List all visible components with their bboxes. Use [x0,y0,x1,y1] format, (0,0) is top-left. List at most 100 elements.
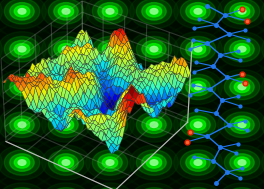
Circle shape [62,9,70,14]
Circle shape [86,107,134,142]
Circle shape [206,0,264,37]
Circle shape [136,0,172,24]
Circle shape [180,188,216,189]
Circle shape [224,36,260,62]
Circle shape [4,36,40,62]
Circle shape [106,9,114,14]
Circle shape [150,160,158,165]
Circle shape [14,6,30,17]
Circle shape [102,81,118,92]
Circle shape [0,99,58,150]
Circle shape [42,0,90,29]
Circle shape [58,81,74,92]
Circle shape [31,24,101,74]
Circle shape [146,6,162,17]
Circle shape [31,137,101,188]
Circle shape [142,78,166,96]
Circle shape [31,0,101,37]
Circle shape [18,122,26,128]
Circle shape [130,107,178,142]
Circle shape [218,32,264,67]
Circle shape [92,188,128,189]
Circle shape [186,116,210,133]
Circle shape [234,6,250,17]
Circle shape [4,0,40,24]
Circle shape [98,78,122,96]
Circle shape [58,157,74,168]
Circle shape [119,99,190,150]
Circle shape [4,112,40,137]
Circle shape [106,46,114,52]
Circle shape [0,137,58,188]
Circle shape [190,81,206,92]
Circle shape [180,150,216,175]
Circle shape [54,40,78,58]
Circle shape [18,84,26,90]
Circle shape [130,145,178,180]
Circle shape [14,81,30,92]
Circle shape [238,84,246,90]
Circle shape [130,32,178,67]
Circle shape [58,6,74,17]
Circle shape [48,0,84,24]
Circle shape [0,107,46,142]
Circle shape [146,157,162,168]
Circle shape [190,44,206,55]
Circle shape [142,3,166,20]
Circle shape [119,62,190,112]
Circle shape [98,3,122,20]
Circle shape [48,36,84,62]
Circle shape [42,32,90,67]
Circle shape [174,70,222,104]
Circle shape [0,107,2,142]
Circle shape [218,145,264,180]
Circle shape [150,122,158,128]
Circle shape [251,0,264,37]
Circle shape [0,183,2,189]
Circle shape [163,175,233,189]
Circle shape [136,188,172,189]
Circle shape [224,74,260,100]
Circle shape [119,0,190,37]
Circle shape [10,40,34,58]
Circle shape [180,74,216,100]
Circle shape [262,0,264,29]
Circle shape [0,70,2,104]
Circle shape [0,0,2,29]
Circle shape [0,0,58,37]
Circle shape [0,175,13,189]
Circle shape [106,84,114,90]
Circle shape [186,154,210,171]
Circle shape [54,3,78,20]
Circle shape [218,183,264,189]
Circle shape [130,70,178,104]
Circle shape [0,70,46,104]
Circle shape [0,24,58,74]
Circle shape [102,44,118,55]
Circle shape [163,62,233,112]
Circle shape [0,62,58,112]
Circle shape [206,175,264,189]
Circle shape [163,137,233,188]
Circle shape [142,116,166,133]
Circle shape [163,24,233,74]
Circle shape [102,119,118,130]
Circle shape [194,122,202,128]
Circle shape [31,62,101,112]
Circle shape [92,36,128,62]
Circle shape [42,145,90,180]
Circle shape [18,9,26,14]
Circle shape [10,116,34,133]
Circle shape [4,74,40,100]
Circle shape [119,137,190,188]
Circle shape [54,116,78,133]
Circle shape [190,157,206,168]
Circle shape [0,145,2,180]
Circle shape [10,3,34,20]
Circle shape [194,84,202,90]
Circle shape [194,46,202,52]
Circle shape [234,44,250,55]
Circle shape [74,99,145,150]
Circle shape [31,175,101,189]
Circle shape [74,24,145,74]
